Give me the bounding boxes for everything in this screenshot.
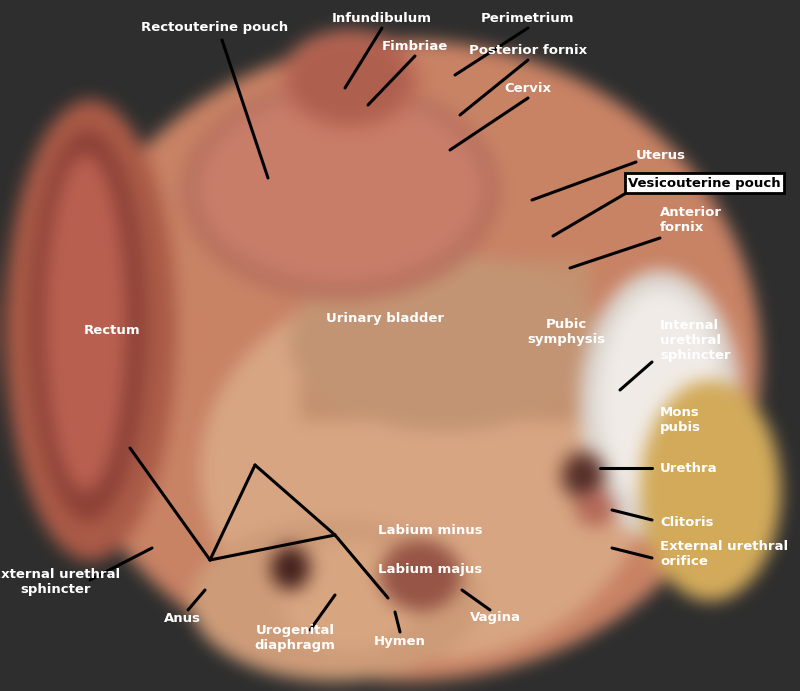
- Text: External urethral
orifice: External urethral orifice: [660, 540, 788, 568]
- Text: Urinary bladder: Urinary bladder: [326, 312, 444, 325]
- Text: Anterior
fornix: Anterior fornix: [660, 206, 722, 234]
- Text: Urethra: Urethra: [660, 462, 718, 475]
- Text: Posterior fornix: Posterior fornix: [469, 44, 587, 57]
- Text: Perimetrium: Perimetrium: [482, 12, 574, 24]
- Text: Vesicouterine pouch: Vesicouterine pouch: [628, 176, 781, 189]
- Text: Infundibulum: Infundibulum: [332, 12, 432, 24]
- Text: Pubic
symphysis: Pubic symphysis: [527, 318, 605, 346]
- Text: Mons
pubis: Mons pubis: [660, 406, 701, 434]
- Text: Rectouterine pouch: Rectouterine pouch: [142, 21, 289, 33]
- Text: External urethral
sphincter: External urethral sphincter: [0, 568, 120, 596]
- Text: Labium majus: Labium majus: [378, 563, 482, 576]
- Text: Rectum: Rectum: [84, 323, 140, 337]
- Text: Internal
urethral
sphincter: Internal urethral sphincter: [660, 319, 730, 361]
- Text: Hymen: Hymen: [374, 636, 426, 648]
- Text: Uterus: Uterus: [636, 149, 686, 162]
- Text: Anus: Anus: [163, 612, 201, 625]
- Text: Urogenital
diaphragm: Urogenital diaphragm: [254, 624, 335, 652]
- Text: Clitoris: Clitoris: [660, 516, 714, 529]
- Text: Cervix: Cervix: [505, 82, 551, 95]
- Text: Vagina: Vagina: [470, 612, 521, 625]
- Text: Labium minus: Labium minus: [378, 524, 482, 536]
- Text: Fimbriae: Fimbriae: [382, 39, 448, 53]
